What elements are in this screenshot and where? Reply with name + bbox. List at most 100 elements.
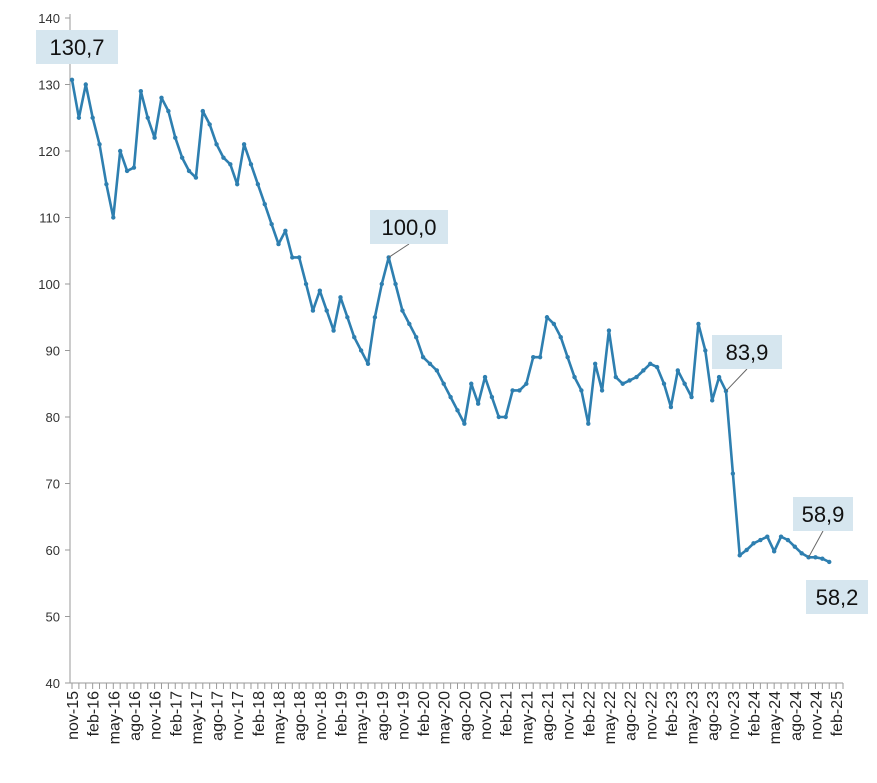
x-tick-label: feb-18 (251, 691, 268, 736)
data-point (668, 404, 674, 410)
x-tick-label: nov-24 (808, 691, 825, 740)
data-point (324, 308, 329, 313)
x-tick-label: feb-20 (416, 691, 433, 736)
x-tick-label: feb-19 (333, 691, 350, 736)
x-tick-label: feb-16 (86, 691, 103, 736)
data-point (413, 335, 419, 340)
x-axis: nov-15 feb-16 may-16 ago-16 nov-16 feb-17 may-… (65, 682, 846, 744)
data-point (221, 155, 226, 160)
data-point (186, 168, 192, 174)
data-point (310, 308, 316, 313)
y-tick-label: 70 (46, 477, 60, 492)
data-point (661, 381, 667, 386)
x-tick-label: ago-24 (788, 691, 805, 741)
y-tick-label: 140 (38, 11, 60, 26)
data-point (358, 348, 364, 353)
data-point (551, 321, 557, 327)
data-point (827, 559, 832, 565)
data-point (296, 255, 302, 260)
data-point (214, 142, 219, 147)
data-point (572, 374, 577, 380)
data-point (83, 82, 88, 87)
data-point (592, 361, 598, 366)
data-point (138, 88, 144, 94)
data-point (689, 394, 694, 400)
data-point (241, 142, 247, 147)
y-tick-label: 80 (46, 410, 60, 425)
data-point (641, 368, 646, 373)
x-tick-label: nov-18 (313, 691, 330, 740)
data-point (496, 414, 502, 420)
data-point (372, 315, 378, 320)
x-tick-label: feb-21 (499, 691, 516, 736)
x-tick-label: ago-23 (705, 691, 722, 741)
data-point (400, 308, 405, 313)
data-point (531, 354, 536, 360)
data-point (228, 162, 233, 167)
x-tick-label: ago-19 (375, 691, 392, 741)
x-tick-label: feb-24 (747, 691, 764, 736)
data-label-leader (725, 368, 748, 392)
x-tick-label: ago-22 (623, 691, 640, 741)
x-tick-label: may-16 (106, 691, 123, 744)
data-point (159, 95, 164, 101)
data-point (145, 115, 150, 120)
data-point (510, 388, 515, 393)
data-point (365, 361, 371, 366)
y-tick-label: 120 (38, 144, 60, 159)
data-point (634, 374, 639, 380)
data-point (69, 77, 75, 83)
data-point (778, 534, 784, 539)
x-tick-label: feb-25 (829, 691, 846, 736)
data-label: 100,0 (381, 215, 436, 240)
data-point (131, 165, 137, 170)
x-tick-label: may-22 (602, 691, 619, 744)
data-point (771, 549, 777, 554)
data-point (90, 115, 95, 120)
data-point (744, 547, 749, 553)
x-tick-label: nov-21 (561, 691, 578, 740)
x-tick-label: ago-21 (540, 691, 557, 741)
x-tick-label: nov-19 (395, 691, 412, 740)
x-tick-label: nov-20 (478, 691, 495, 740)
data-point (537, 354, 543, 360)
x-tick-label: nov-23 (726, 691, 743, 740)
data-point (345, 315, 350, 320)
data-point (434, 368, 440, 373)
data-point (152, 135, 157, 140)
data-point (648, 361, 653, 366)
data-point (179, 155, 185, 160)
x-tick-label: may-18 (272, 691, 289, 744)
data-label-box (370, 210, 448, 244)
data-point (482, 374, 488, 380)
data-point (785, 537, 791, 543)
data-point (235, 182, 240, 187)
data-point (586, 421, 591, 426)
data-point (393, 281, 398, 287)
data-point (799, 551, 804, 556)
data-label: 130,7 (49, 35, 104, 60)
data-point (124, 168, 130, 174)
data-point (524, 381, 529, 386)
data-point (338, 295, 343, 300)
x-tick-label: may-19 (354, 691, 371, 744)
data-point (579, 388, 584, 393)
x-tick-label: may-24 (767, 691, 784, 744)
data-point (654, 364, 660, 370)
y-tick-label: 100 (38, 277, 60, 292)
data-point (331, 328, 336, 333)
x-tick-label: nov-15 (65, 691, 82, 740)
x-tick-label: feb-17 (168, 691, 185, 736)
data-point (703, 348, 708, 353)
data-point (255, 182, 261, 187)
data-point (716, 374, 722, 380)
data-point (448, 394, 453, 400)
data-point (407, 321, 412, 327)
data-point (111, 215, 116, 220)
x-tick-label: may-17 (189, 691, 206, 744)
data-point (420, 354, 426, 360)
data-label: 58,2 (816, 585, 859, 610)
x-tick-label: ago-20 (457, 691, 474, 741)
data-point (565, 354, 570, 360)
data-point (765, 534, 770, 539)
